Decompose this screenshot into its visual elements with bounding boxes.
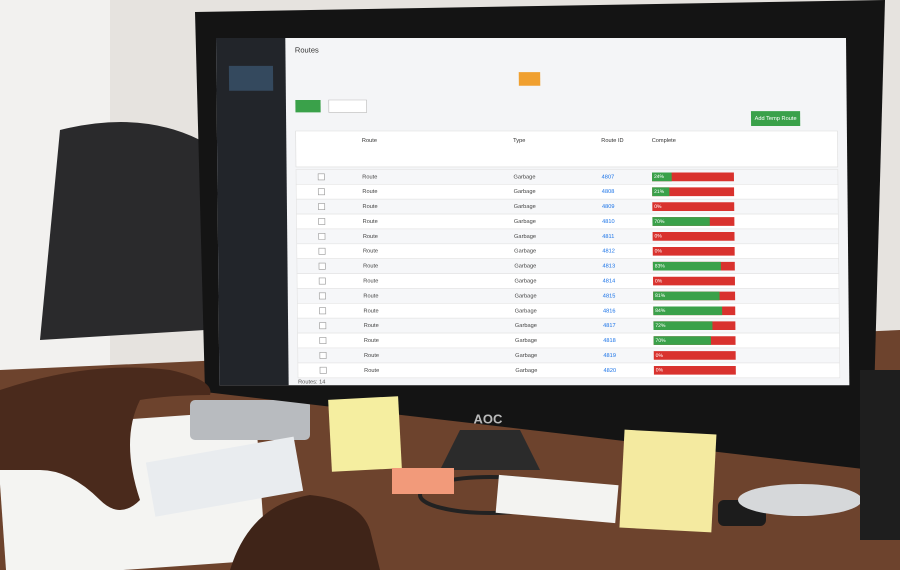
progress-label: 83% — [655, 264, 666, 270]
add-button[interactable]: Add Temp Route — [755, 116, 797, 122]
progress-track — [654, 351, 736, 360]
route-type: Garbage — [515, 308, 537, 314]
route-id: 4810 — [602, 219, 615, 225]
route-type: Garbage — [514, 234, 536, 240]
checkbox — [320, 323, 326, 329]
route-id: 4817 — [603, 323, 616, 329]
checkbox — [318, 174, 324, 180]
sticky-note — [328, 396, 402, 472]
go-button[interactable] — [519, 72, 541, 86]
speaker — [860, 370, 900, 540]
route-type: Garbage — [514, 249, 536, 255]
route-id: 4814 — [603, 279, 616, 285]
progress-track — [652, 202, 734, 211]
route-name: Route — [364, 308, 379, 314]
route-type: Garbage — [515, 368, 537, 374]
checkbox — [320, 367, 326, 373]
route-id: 4811 — [602, 234, 614, 240]
route-type: Garbage — [514, 279, 536, 285]
route-id: 4820 — [603, 368, 616, 374]
page-title: Routes — [295, 45, 319, 54]
column-header: Type — [513, 138, 525, 144]
table-header — [296, 131, 838, 167]
progress-label: 81% — [655, 293, 666, 299]
screen: Routes Add Temp Route Routes: 14 Route Ty… — [216, 38, 849, 386]
route-name: Route — [364, 323, 379, 329]
route-type: Garbage — [513, 174, 535, 180]
route-id: 4809 — [602, 204, 615, 210]
progress-label: 0% — [654, 204, 662, 210]
progress-label: 84% — [655, 308, 666, 314]
route-name: Route — [364, 368, 379, 374]
route-name: Route — [364, 338, 379, 344]
column-header: Route ID — [601, 138, 623, 144]
route-type: Garbage — [515, 338, 537, 344]
route-name: Route — [362, 174, 377, 180]
footer: Routes: 14 — [298, 380, 325, 386]
route-id: 4812 — [602, 249, 615, 255]
route-id: 4815 — [603, 293, 616, 299]
route-type: Garbage — [514, 219, 536, 225]
progress-label: 21% — [654, 189, 665, 195]
column-header: Route — [362, 138, 377, 144]
checkbox — [319, 248, 325, 254]
route-id: 4807 — [602, 174, 615, 180]
progress-label: 72% — [655, 323, 666, 329]
monitor-base — [738, 484, 862, 516]
progress-label: 0% — [656, 368, 664, 374]
route-name: Route — [363, 219, 378, 225]
progress-track — [654, 366, 736, 375]
progress-track — [653, 277, 735, 286]
checkbox — [320, 352, 326, 358]
calculator — [190, 400, 310, 440]
progress-label: 0% — [654, 234, 662, 240]
route-name: Route — [364, 353, 379, 359]
route-name: Route — [363, 279, 378, 285]
route-name: Route — [363, 234, 378, 240]
route-type: Garbage — [515, 353, 537, 359]
progress-label: 0% — [655, 278, 663, 284]
button[interactable] — [329, 100, 367, 112]
route-type: Garbage — [515, 323, 537, 329]
route-type: Garbage — [514, 264, 536, 270]
route-type: Garbage — [514, 189, 536, 195]
route-name: Route — [362, 189, 377, 195]
logo — [229, 66, 273, 91]
route-type: Garbage — [515, 293, 537, 299]
route-id: 4819 — [603, 353, 616, 359]
progress-label: 24% — [654, 174, 665, 180]
route-id: 4818 — [603, 338, 616, 344]
sticky-note — [619, 430, 716, 533]
progress-label: 70% — [655, 338, 666, 344]
progress-label: 0% — [656, 353, 664, 359]
route-name: Route — [363, 293, 378, 299]
progress-track — [653, 247, 735, 256]
checkbox — [319, 263, 325, 269]
column-header: Complete — [652, 138, 676, 144]
sticky-pad — [392, 468, 454, 494]
checkbox — [319, 308, 325, 314]
checkbox — [318, 204, 324, 210]
checkbox — [319, 233, 325, 239]
chair — [40, 122, 205, 340]
route-id: 4816 — [603, 308, 616, 314]
checkbox — [319, 278, 325, 284]
checkbox — [319, 293, 325, 299]
route-name: Route — [363, 264, 378, 270]
route-type: Garbage — [514, 204, 536, 210]
export-button[interactable] — [295, 100, 320, 112]
progress-label: 70% — [654, 219, 665, 225]
route-name: Route — [363, 249, 378, 255]
checkbox — [319, 218, 325, 224]
route-name: Route — [363, 204, 378, 210]
checkbox — [320, 337, 326, 343]
route-id: 4813 — [602, 264, 615, 270]
monitor-brand: AOC — [474, 411, 504, 426]
checkbox — [318, 189, 324, 195]
route-id: 4808 — [602, 189, 615, 195]
progress-label: 0% — [655, 249, 663, 255]
progress-track — [653, 232, 735, 241]
